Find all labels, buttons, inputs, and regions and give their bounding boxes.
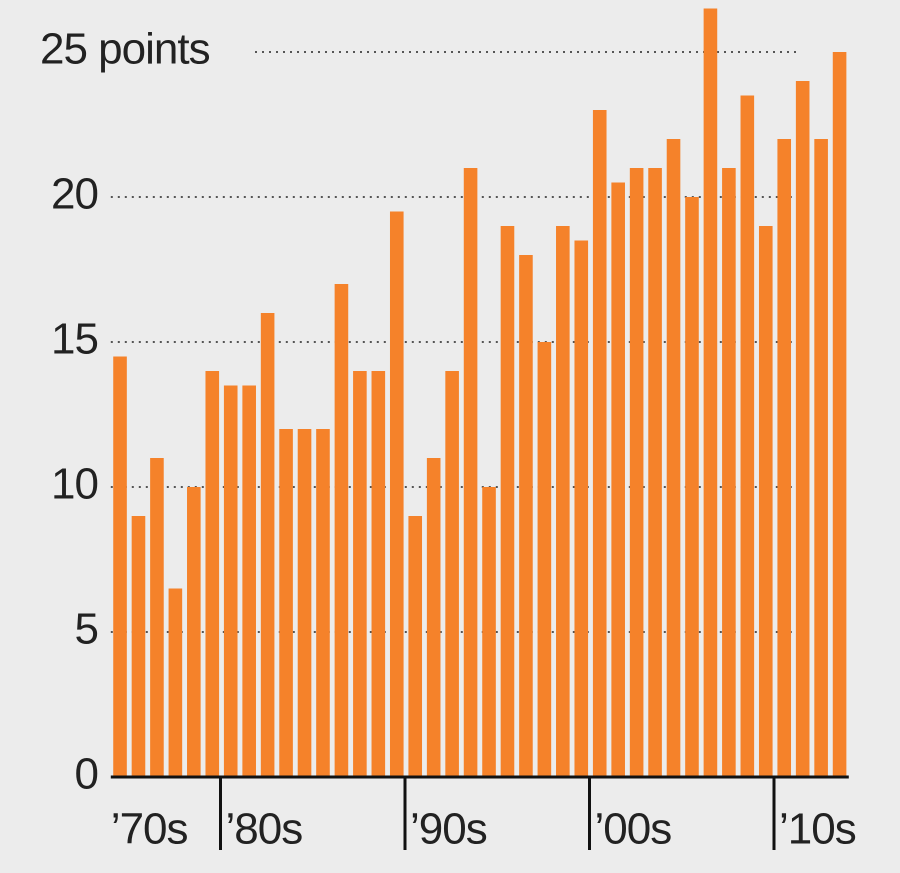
bar — [150, 458, 164, 777]
bar — [648, 168, 662, 777]
bar — [685, 197, 699, 777]
bar — [242, 385, 256, 777]
bar — [629, 168, 644, 777]
bar — [666, 139, 681, 777]
bar — [279, 429, 293, 777]
bar — [463, 168, 478, 777]
bar — [795, 81, 810, 777]
bar — [740, 95, 755, 777]
bar — [574, 240, 589, 777]
bar — [316, 429, 330, 777]
bar — [334, 284, 349, 777]
bar — [722, 168, 736, 777]
bar — [223, 385, 238, 777]
y-tick-label: 15 — [51, 315, 98, 364]
bar — [482, 487, 496, 777]
bar — [832, 52, 847, 777]
bar — [519, 255, 533, 777]
y-tick-label: 10 — [51, 460, 98, 509]
bar — [168, 588, 183, 777]
bar — [260, 313, 275, 777]
bar — [556, 226, 570, 777]
y-tick-label: 25 points — [40, 25, 210, 74]
x-tick-label: ’80s — [226, 805, 303, 854]
y-tick-label: 5 — [75, 605, 98, 654]
bar — [426, 458, 441, 777]
bar — [408, 516, 423, 777]
bar — [500, 226, 515, 777]
x-tick-label: ’00s — [595, 805, 672, 854]
bar — [445, 371, 459, 777]
bar — [371, 371, 386, 777]
bar — [205, 371, 220, 777]
bar — [611, 182, 625, 777]
bar — [297, 429, 312, 777]
bar — [131, 516, 146, 777]
bar — [389, 211, 404, 777]
bar — [703, 8, 718, 777]
x-tick-label: ’90s — [410, 805, 487, 854]
x-tick-label: ’10s — [779, 805, 856, 854]
bar — [592, 110, 607, 777]
bar — [187, 487, 201, 777]
bar — [814, 139, 828, 777]
bar — [353, 371, 367, 777]
bar — [777, 139, 792, 777]
bar — [537, 342, 552, 777]
bar — [758, 226, 773, 777]
x-tick-label: ’70s — [111, 805, 188, 854]
y-tick-label: 20 — [51, 170, 98, 219]
y-tick-label: 0 — [75, 750, 98, 799]
bar — [113, 356, 127, 777]
